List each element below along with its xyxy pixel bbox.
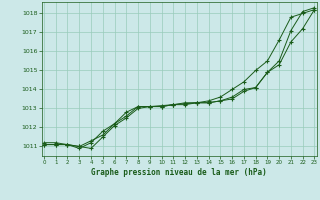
X-axis label: Graphe pression niveau de la mer (hPa): Graphe pression niveau de la mer (hPa) (91, 168, 267, 177)
